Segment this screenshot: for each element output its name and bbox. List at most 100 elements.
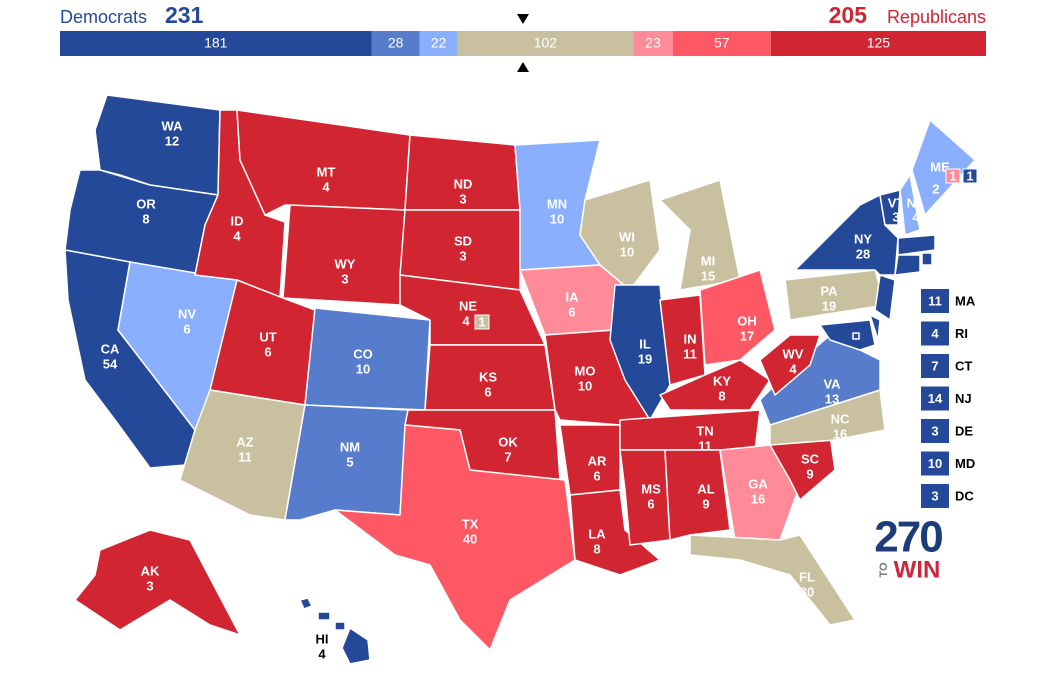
district-votes: 1: [949, 168, 956, 183]
state-abbr: ID: [231, 213, 244, 228]
logo-number: 270: [874, 513, 942, 562]
state: [911, 119, 976, 216]
logo: 270 TO WIN: [874, 513, 944, 584]
state-abbr: KY: [713, 373, 731, 388]
state-votes: 6: [484, 384, 491, 399]
state-abbr: ND: [454, 176, 473, 191]
bar-label: 125: [867, 35, 891, 51]
state-votes: 4: [233, 228, 241, 243]
state-votes: 19: [638, 351, 652, 366]
state-abbr: AL: [697, 481, 714, 496]
state-abbr: TX: [462, 516, 479, 531]
state-votes: 3: [459, 191, 466, 206]
state-abbr: ME: [930, 159, 950, 174]
state-votes: 4: [322, 179, 330, 194]
state-votes: 8: [142, 211, 149, 226]
callout-abbr: MD: [955, 456, 975, 471]
state-abbr: PA: [820, 283, 838, 298]
state: [869, 314, 881, 341]
district-chip: [945, 168, 961, 184]
state-abbr: MT: [317, 164, 336, 179]
callout-votes: 3: [931, 423, 938, 438]
state-votes: 19: [822, 298, 836, 313]
state-votes: 8: [593, 541, 600, 556]
state: [699, 269, 776, 366]
state-votes: 54: [103, 356, 118, 371]
state-votes: 6: [568, 304, 575, 319]
state-abbr: MO: [575, 363, 596, 378]
bar-segment: [457, 31, 634, 56]
state-votes: 3: [892, 209, 899, 224]
rep-label: Republicans: [887, 7, 986, 27]
state: [74, 529, 241, 636]
state-abbr: LA: [588, 526, 606, 541]
state-abbr: GA: [748, 476, 768, 491]
state-votes: 3: [459, 248, 466, 263]
state-votes: 13: [825, 391, 839, 406]
state-abbr: NM: [340, 439, 360, 454]
callout-abbr: CT: [955, 358, 972, 373]
state: [899, 174, 921, 236]
state-abbr: NE: [459, 298, 477, 313]
state-votes: 4: [318, 646, 326, 661]
state-abbr: SD: [454, 233, 472, 248]
callout-box: [921, 484, 949, 508]
midpoint-arrow: [517, 14, 529, 24]
bar-label: 23: [645, 35, 661, 51]
callout-box: [921, 386, 949, 411]
bar-segment: [419, 31, 458, 56]
district-votes: 1: [966, 168, 973, 183]
state-abbr: TN: [696, 423, 713, 438]
callout-votes: 10: [928, 456, 942, 471]
state-abbr: IA: [566, 289, 580, 304]
state-abbr: AK: [141, 563, 160, 578]
state: [719, 444, 801, 541]
state-votes: 8: [718, 388, 725, 403]
state: [659, 179, 741, 291]
state-abbr: IN: [684, 331, 697, 346]
bar-label: 181: [204, 35, 228, 51]
state-abbr: SC: [801, 451, 820, 466]
callout-votes: 3: [931, 488, 938, 503]
state-abbr: WA: [162, 118, 184, 133]
state-votes: 4: [912, 209, 920, 224]
state-abbr: AZ: [236, 434, 253, 449]
state-votes: 40: [463, 531, 477, 546]
bar-label: 28: [388, 35, 404, 51]
state-abbr: CO: [353, 346, 373, 361]
state-votes: 10: [356, 361, 370, 376]
state: [852, 332, 860, 340]
state: [894, 254, 921, 276]
state-votes: 10: [578, 378, 592, 393]
state-votes: 7: [504, 449, 511, 464]
state-votes: 9: [702, 496, 709, 511]
callout-abbr: NJ: [955, 391, 972, 406]
state-abbr: OH: [737, 313, 757, 328]
state: [664, 449, 731, 541]
callout-votes: 4: [931, 326, 939, 341]
state: [874, 274, 896, 321]
state-abbr: MS: [641, 481, 661, 496]
state-votes: 5: [346, 454, 353, 469]
state: [897, 234, 936, 256]
logo-prefix: TO: [878, 562, 890, 578]
state-abbr: FL: [799, 569, 815, 584]
callout-abbr: DE: [955, 423, 973, 438]
state-votes: 10: [550, 211, 564, 226]
state-votes: 6: [264, 344, 271, 359]
state-abbr: NV: [178, 306, 196, 321]
bar-label: 102: [534, 35, 558, 51]
state-abbr: HI: [316, 631, 329, 646]
bar-label: 57: [714, 35, 730, 51]
rep-total: 205: [829, 2, 868, 28]
state-abbr: IL: [639, 336, 651, 351]
state-votes: 6: [183, 321, 190, 336]
state-abbr: VA: [823, 376, 841, 391]
state: [921, 252, 933, 266]
state-abbr: UT: [259, 329, 276, 344]
bar-segment: [633, 31, 673, 56]
state: [819, 319, 876, 351]
state-abbr: OK: [498, 434, 518, 449]
state-votes: 15: [701, 268, 715, 283]
state-votes: 3: [341, 271, 348, 286]
